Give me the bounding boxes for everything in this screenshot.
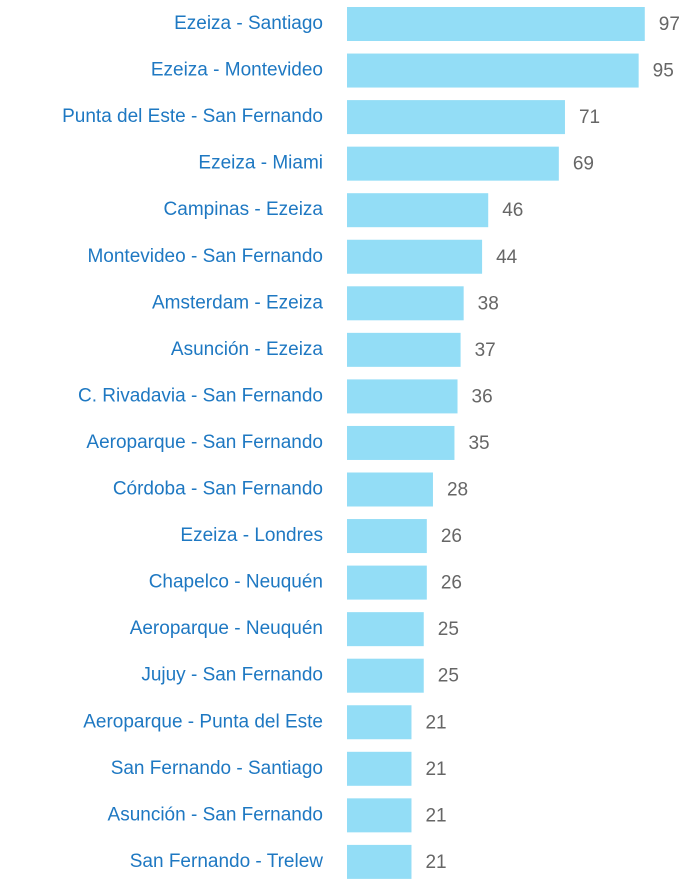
bar	[347, 7, 645, 41]
category-label: San Fernando - Santiago	[111, 758, 323, 779]
category-label: Ezeiza - Miami	[198, 153, 323, 174]
bar	[347, 472, 433, 507]
category-label: C. Rivadavia - San Fernando	[78, 385, 323, 406]
category-label: Chapelco - Neuquén	[149, 572, 323, 593]
value-label: 44	[496, 247, 518, 268]
value-label: 69	[573, 154, 594, 175]
bar	[347, 286, 464, 321]
value-label: 21	[425, 712, 446, 733]
category-label: Campinas - Ezeiza	[164, 199, 324, 220]
category-label: Punta del Este - San Fernando	[62, 106, 323, 127]
bar	[347, 379, 458, 414]
category-label: Montevideo - San Fernando	[87, 246, 323, 267]
value-label: 28	[447, 480, 468, 501]
bar	[347, 193, 489, 228]
value-label: 21	[425, 852, 446, 873]
category-label: Asunción - San Fernando	[108, 804, 323, 825]
value-label: 21	[425, 805, 446, 826]
value-label: 26	[441, 573, 462, 594]
category-label: Ezeiza - Londres	[180, 525, 323, 546]
value-label: 36	[472, 386, 493, 407]
bar	[347, 53, 639, 88]
bar	[347, 146, 559, 181]
bar	[347, 519, 427, 554]
bar	[347, 100, 565, 135]
category-label: Aeroparque - Neuquén	[130, 618, 323, 639]
bar	[347, 425, 455, 460]
value-label: 25	[438, 666, 459, 687]
category-label: Ezeiza - Montevideo	[151, 60, 323, 81]
bar	[347, 239, 483, 274]
bar	[347, 565, 427, 600]
value-label: 71	[579, 107, 600, 128]
value-label: 26	[441, 526, 462, 547]
value-label: 95	[653, 61, 674, 82]
bar	[347, 332, 461, 367]
value-label: 37	[475, 340, 496, 361]
category-label: Aeroparque - San Fernando	[86, 432, 323, 453]
value-label: 21	[425, 759, 446, 780]
bar	[347, 612, 424, 647]
bar	[347, 705, 412, 740]
value-label: 97	[659, 14, 680, 35]
bar	[347, 844, 412, 879]
category-label: Asunción - Ezeiza	[171, 339, 324, 360]
value-label: 46	[502, 200, 523, 221]
category-label: Aeroparque - Punta del Este	[83, 711, 323, 732]
category-label: Amsterdam - Ezeiza	[152, 292, 323, 313]
bar	[347, 751, 412, 786]
category-label: San Fernando - Trelew	[130, 851, 324, 872]
category-label: Ezeiza - Santiago	[174, 13, 323, 34]
bar	[347, 798, 412, 833]
category-label: Córdoba - San Fernando	[113, 479, 323, 500]
value-label: 38	[478, 293, 499, 314]
value-label: 25	[438, 619, 459, 640]
category-label: Jujuy - San Fernando	[141, 665, 323, 686]
value-label: 35	[468, 433, 489, 454]
bar	[347, 658, 424, 693]
